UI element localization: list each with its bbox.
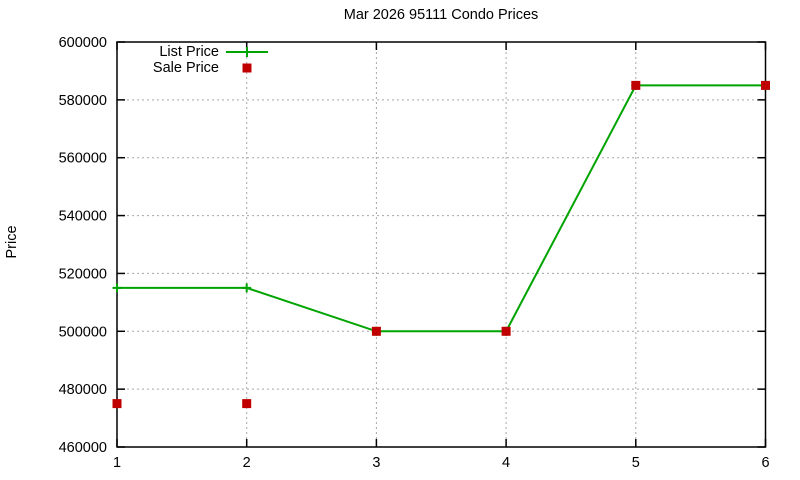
x-tick-label: 4 — [502, 455, 510, 471]
legend-item-sale-price: Sale Price — [128, 60, 270, 76]
x-tick-label: 2 — [243, 455, 251, 471]
y-tick-label: 580000 — [59, 93, 107, 109]
sale-price-marker — [501, 326, 511, 336]
sale-price-marker — [112, 399, 122, 409]
y-tick-label: 500000 — [59, 324, 107, 340]
y-tick-label: 560000 — [59, 151, 107, 167]
x-tick-label: 1 — [113, 455, 121, 471]
legend-item-list-price: List Price — [128, 44, 270, 60]
x-tick-label: 5 — [632, 455, 640, 471]
sale-price-marker — [371, 326, 381, 336]
y-tick-label: 600000 — [59, 35, 107, 51]
sale-price-marker — [631, 80, 641, 90]
sale-price-marker — [242, 399, 252, 409]
y-tick-label: 520000 — [59, 266, 107, 282]
square-marker-icon — [242, 63, 252, 73]
legend-label-sale-price: Sale Price — [152, 60, 219, 76]
x-tick-label: 6 — [761, 455, 769, 471]
list-price-line — [117, 84, 766, 333]
x-tick-label: 3 — [372, 455, 380, 471]
y-tick-label: 480000 — [59, 382, 107, 398]
sale-price-marker — [761, 80, 770, 90]
y-tick-label: 460000 — [59, 440, 107, 456]
plot-border — [116, 41, 767, 448]
legend: List Price Sale Price — [128, 44, 270, 76]
legend-label-list-price: List Price — [159, 44, 219, 60]
y-tick-label: 540000 — [59, 209, 107, 225]
line-plus-marker-icon — [226, 47, 268, 57]
chart-title: Mar 2026 95111 Condo Prices — [343, 7, 539, 23]
legend-square-sample — [242, 63, 252, 73]
